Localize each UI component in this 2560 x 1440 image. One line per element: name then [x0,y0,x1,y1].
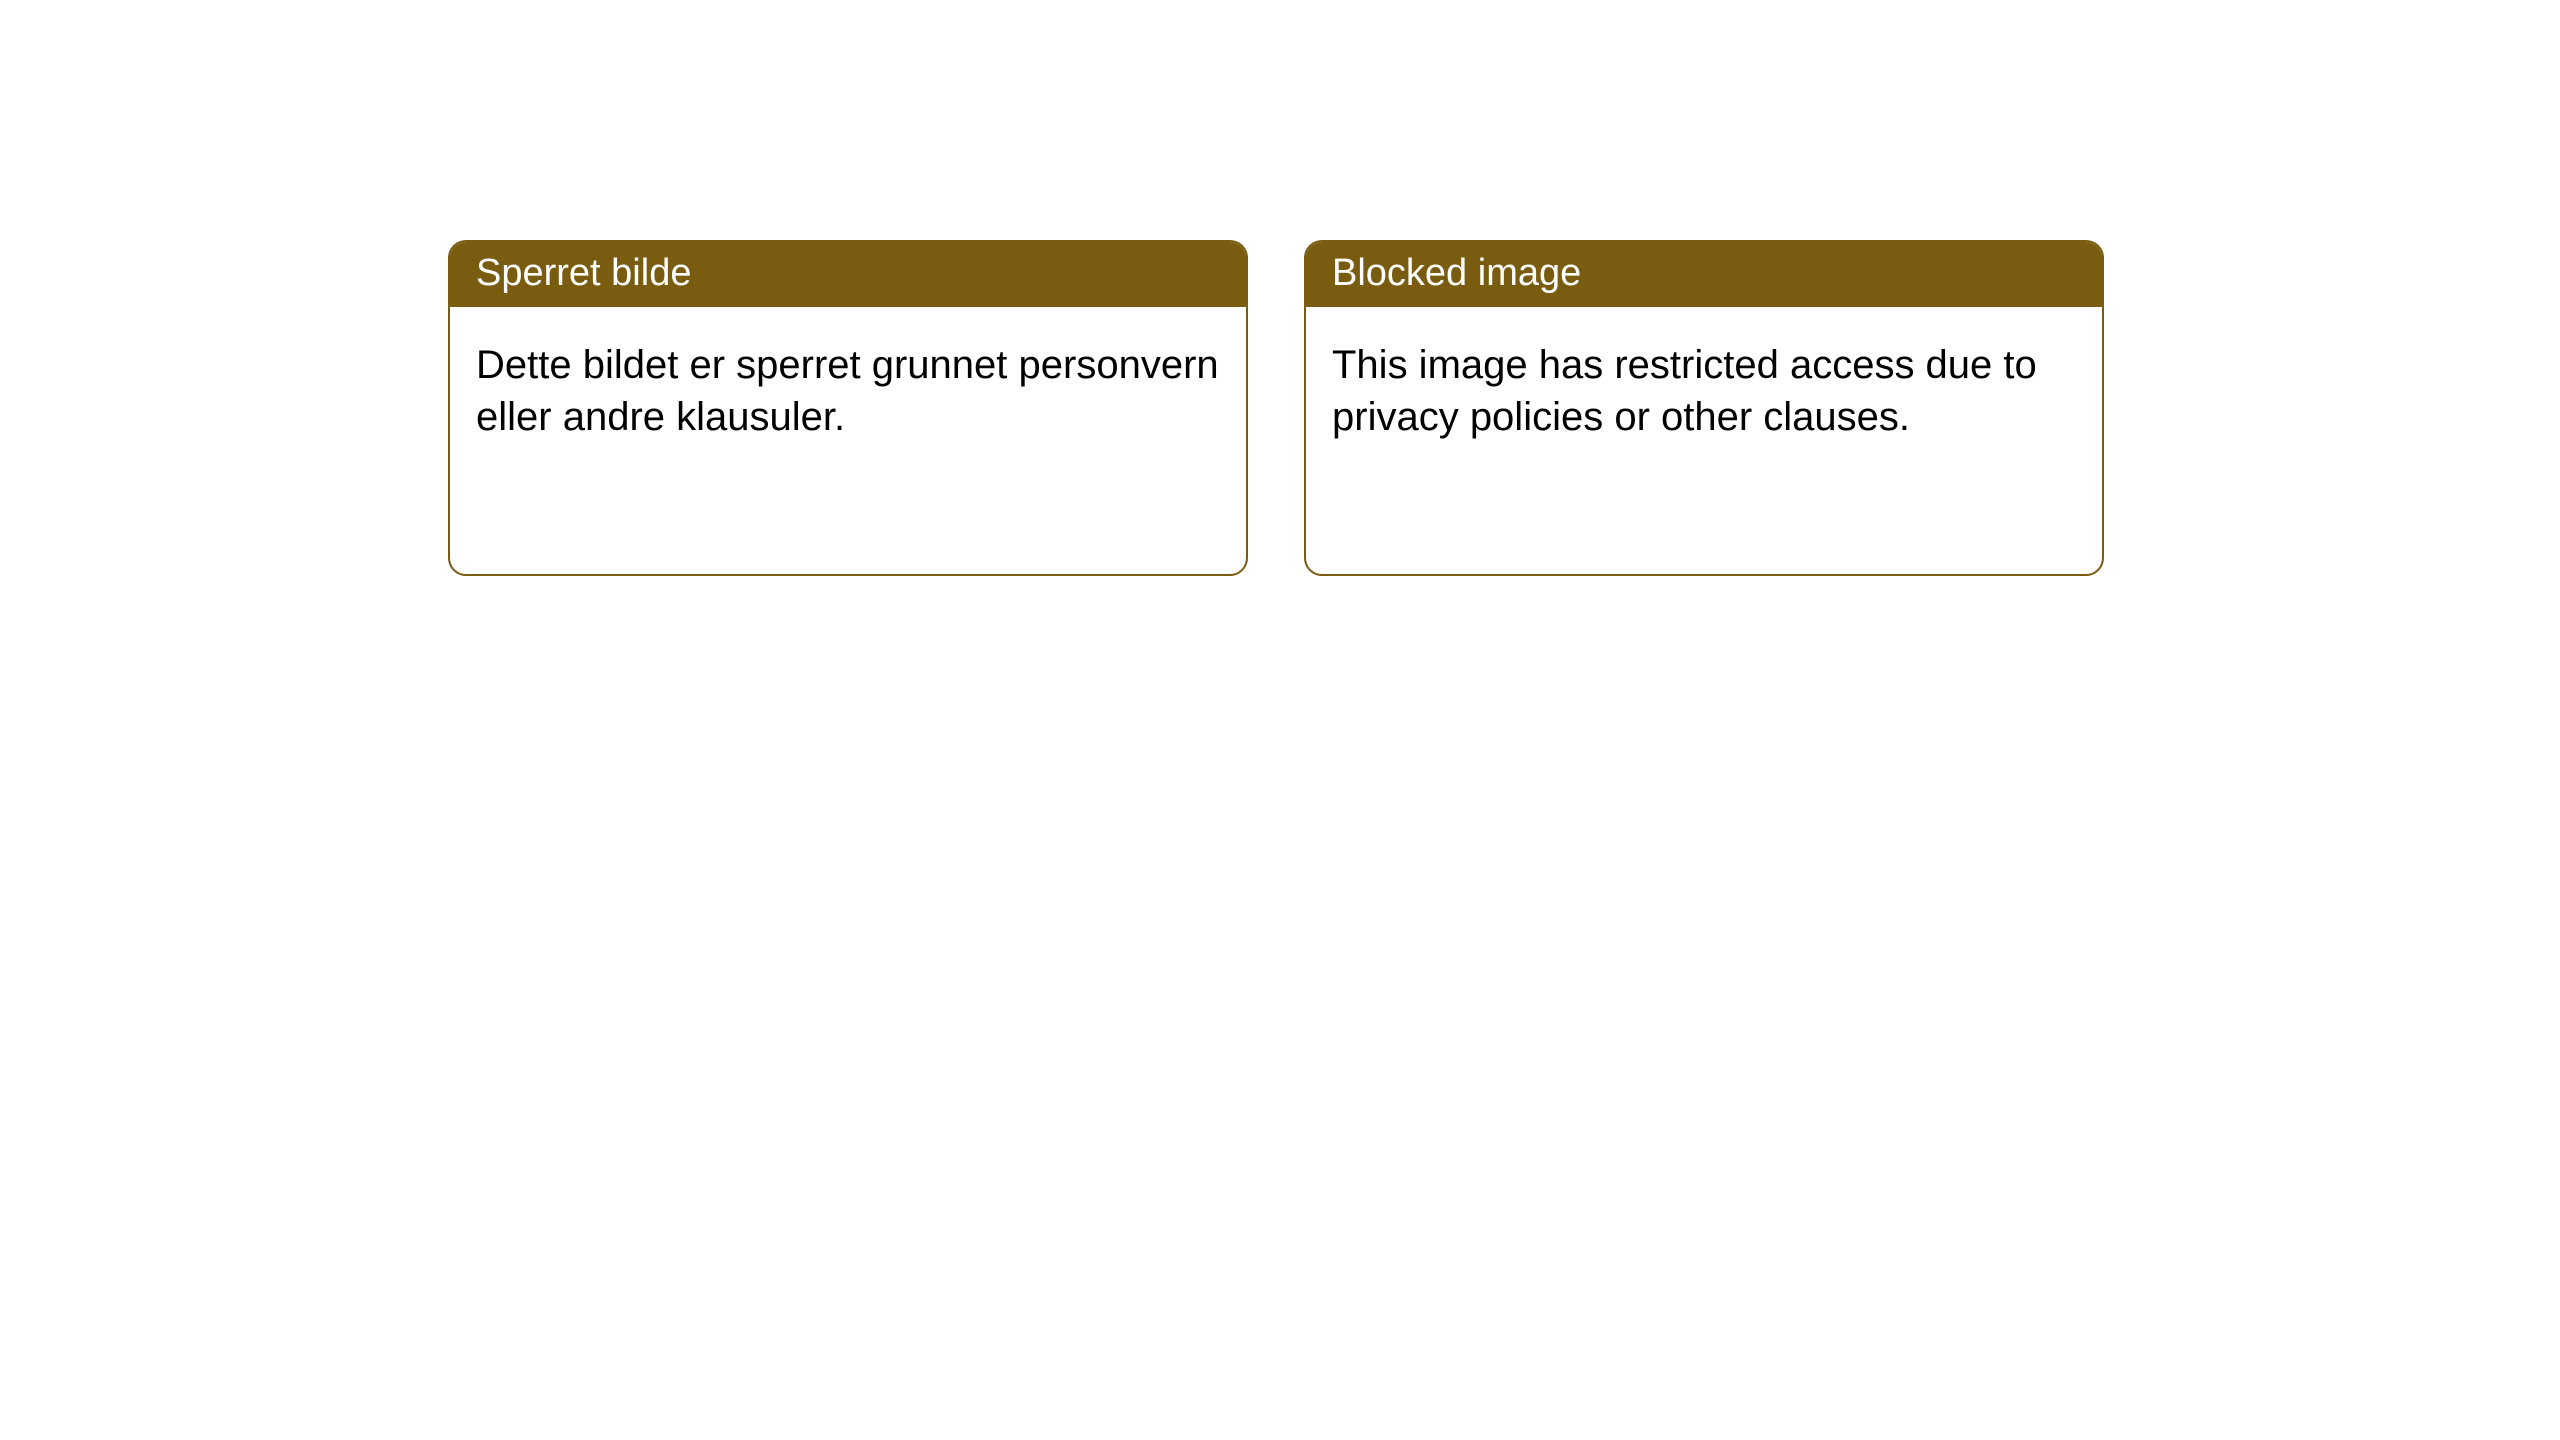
notice-card-english: Blocked image This image has restricted … [1304,240,2104,576]
card-body: Dette bildet er sperret grunnet personve… [450,307,1246,475]
notice-card-norwegian: Sperret bilde Dette bildet er sperret gr… [448,240,1248,576]
notice-container: Sperret bilde Dette bildet er sperret gr… [0,0,2560,576]
card-body: This image has restricted access due to … [1306,307,2102,475]
card-header: Sperret bilde [450,242,1246,307]
card-header: Blocked image [1306,242,2102,307]
